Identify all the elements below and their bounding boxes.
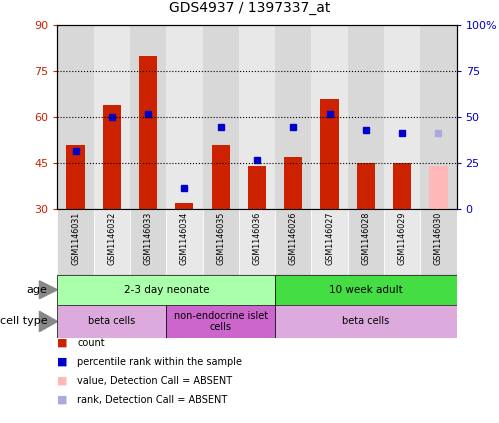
Bar (130, 209, 166, 275)
Bar (239, 25, 275, 209)
Bar (275, 209, 311, 275)
Bar (348, 25, 384, 209)
Bar (166, 305, 275, 338)
Bar (311, 25, 348, 209)
Text: GSM1146026: GSM1146026 (289, 212, 298, 265)
Bar (166, 209, 203, 275)
Text: GSM1146027: GSM1146027 (325, 212, 334, 265)
Bar (384, 209, 420, 275)
Text: GSM1146030: GSM1146030 (434, 212, 443, 265)
Bar (94, 209, 130, 275)
Bar (66, 145, 85, 209)
Bar (420, 209, 457, 275)
Text: GSM1146029: GSM1146029 (398, 212, 407, 265)
Text: percentile rank within the sample: percentile rank within the sample (77, 357, 243, 367)
Text: GSM1146036: GSM1146036 (252, 212, 261, 265)
Bar (203, 209, 239, 275)
Bar (420, 25, 457, 209)
Text: count: count (77, 338, 105, 348)
Bar (203, 25, 239, 209)
Bar (320, 99, 339, 209)
Text: GSM1146035: GSM1146035 (216, 212, 225, 265)
Bar (57, 209, 94, 275)
Bar (357, 163, 375, 209)
Text: ■: ■ (57, 357, 68, 367)
Bar (57, 275, 275, 305)
Bar (248, 167, 266, 209)
Text: ■: ■ (57, 338, 68, 348)
Bar (275, 25, 311, 209)
Bar (239, 209, 275, 275)
Bar (429, 167, 448, 209)
Text: ■: ■ (57, 395, 68, 405)
Text: ■: ■ (57, 376, 68, 386)
Text: non-endocrine islet
cells: non-endocrine islet cells (174, 310, 268, 332)
Text: GSM1146028: GSM1146028 (361, 212, 370, 265)
Text: beta cells: beta cells (342, 316, 390, 327)
Bar (166, 25, 203, 209)
Bar (212, 145, 230, 209)
Polygon shape (39, 281, 57, 299)
Text: cell type: cell type (0, 316, 47, 327)
Text: GSM1146034: GSM1146034 (180, 212, 189, 265)
Text: age: age (26, 285, 47, 295)
Bar (139, 56, 157, 209)
Bar (57, 305, 166, 338)
Bar (284, 157, 302, 209)
Bar (384, 25, 420, 209)
Bar (130, 25, 166, 209)
Bar (94, 25, 130, 209)
Bar (311, 209, 348, 275)
Bar (103, 105, 121, 209)
Bar (57, 25, 94, 209)
Bar (393, 163, 411, 209)
Polygon shape (39, 311, 57, 332)
Bar (175, 203, 194, 209)
Text: GDS4937 / 1397337_at: GDS4937 / 1397337_at (169, 1, 330, 15)
Text: rank, Detection Call = ABSENT: rank, Detection Call = ABSENT (77, 395, 228, 405)
Text: GSM1146031: GSM1146031 (71, 212, 80, 265)
Bar (275, 305, 457, 338)
Bar (275, 275, 457, 305)
Text: GSM1146033: GSM1146033 (144, 212, 153, 265)
Text: GSM1146032: GSM1146032 (107, 212, 116, 265)
Text: 2-3 day neonate: 2-3 day neonate (124, 285, 209, 295)
Bar (348, 209, 384, 275)
Text: value, Detection Call = ABSENT: value, Detection Call = ABSENT (77, 376, 233, 386)
Text: beta cells: beta cells (88, 316, 135, 327)
Text: 10 week adult: 10 week adult (329, 285, 403, 295)
